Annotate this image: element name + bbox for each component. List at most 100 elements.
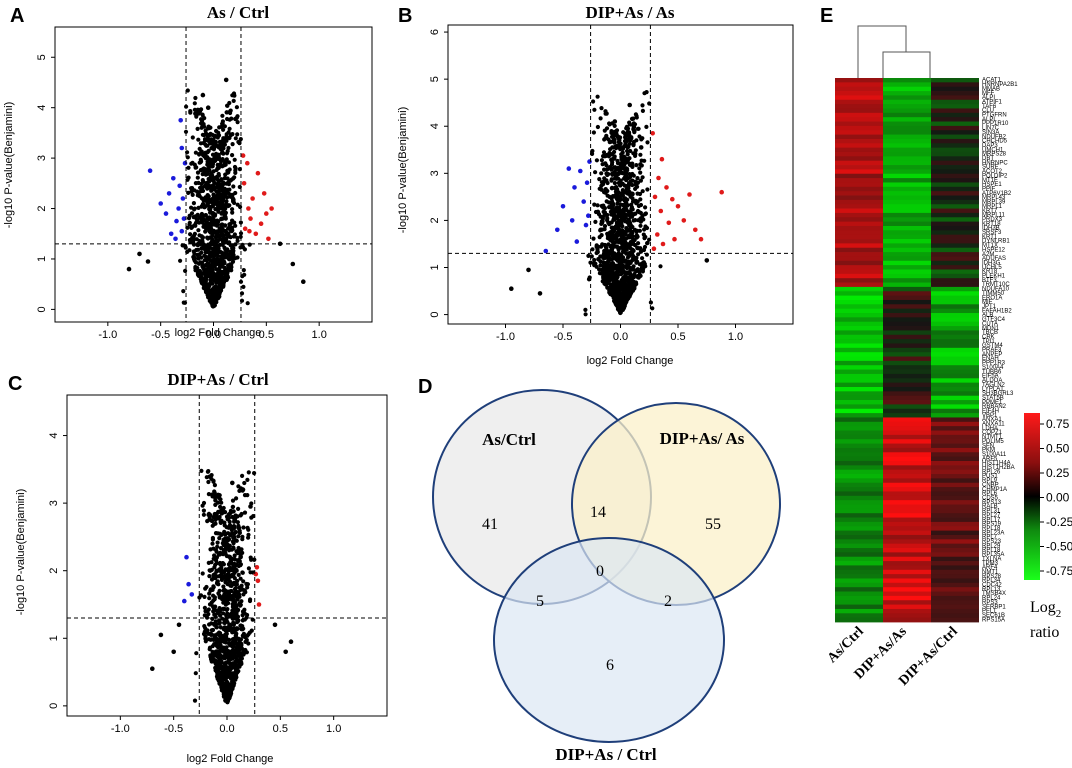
venn-count-bc: 2 (664, 593, 672, 610)
scatter-point-ns (242, 650, 247, 655)
heatmap-cell (883, 334, 931, 340)
heatmap-cell (931, 204, 979, 209)
scatter-point-ns (642, 244, 648, 250)
scatter-point-ns (627, 254, 632, 259)
panel-letter-d: D (418, 376, 432, 398)
scatter-point-ns (235, 255, 240, 260)
scatter-point-ns (638, 178, 644, 183)
scatter-point-ns (234, 627, 239, 632)
scatter-point-ns (227, 126, 232, 131)
scatter-point-ns (240, 570, 245, 575)
scatter-point-ns (213, 622, 219, 627)
scatter-point-ns (217, 536, 222, 541)
scatter-point-ns (599, 171, 604, 176)
scatter-point-ns (605, 279, 610, 284)
x-tick-label: 1.0 (326, 723, 341, 735)
scatter-point-ns (642, 236, 647, 241)
scatter-point-ns (209, 188, 214, 193)
scatter-point-ns (636, 126, 641, 131)
scatter-point-ns (239, 583, 244, 588)
scatter-point-ns (226, 256, 231, 262)
scatter-point-down (166, 191, 172, 196)
heatmap-cell (931, 78, 979, 83)
scatter-point-ns (220, 561, 225, 566)
scatter-point-ns (214, 259, 219, 264)
heatmap-cell (931, 313, 979, 318)
plot-marks-b (448, 25, 793, 324)
scatter-point-ns (233, 670, 238, 675)
heatmap-cell (835, 321, 883, 327)
scatter-point-ns (605, 172, 610, 178)
heatmap-cell (931, 321, 979, 327)
scatter-point-ns (224, 664, 229, 669)
scatter-point-ns (614, 244, 620, 249)
heatmap-cell (835, 482, 883, 488)
scatter-point-ns (200, 172, 205, 177)
scatter-point-ns (219, 595, 224, 600)
scatter-point-ns (631, 248, 636, 253)
scatter-point-ns (216, 219, 221, 224)
scatter-point-ns (635, 275, 640, 280)
scatter-point-ns (205, 168, 210, 173)
heatmap-cell (835, 173, 883, 179)
heatmap-cell (931, 239, 979, 244)
scatter-point-ns (220, 201, 225, 206)
scatter-point-ns (600, 162, 605, 167)
scatter-point-ns (214, 143, 219, 148)
scatter-point-ns (222, 639, 228, 644)
heatmap-gene-label: MT1E (982, 178, 998, 184)
heatmap-cell (883, 247, 931, 253)
heatmap-cell (931, 556, 979, 562)
scatter-point-ns (213, 531, 219, 536)
heatmap-cell (883, 217, 931, 223)
heatmap-cell (931, 530, 979, 536)
heatmap-cell (835, 469, 883, 475)
heatmap-cell (931, 539, 979, 545)
scatter-point-ns (227, 593, 232, 598)
heatmap-gene-label: RPL18 (982, 526, 1001, 532)
scatter-point-ns (638, 170, 643, 175)
heatmap-cell (931, 186, 979, 192)
scatter-point-ns (192, 188, 197, 193)
scatter-point-ns (640, 103, 645, 108)
scatter-point-ns (191, 215, 196, 220)
scatter-point-up (687, 192, 692, 197)
scatter-point-ns (610, 131, 616, 136)
scatter-point-ns (229, 613, 234, 619)
scatter-point-ns (212, 597, 217, 602)
scatter-point-ns (616, 171, 621, 176)
scatter-point-ns (205, 186, 210, 191)
scatter-point-ns (195, 170, 201, 175)
scatter-point-ns (193, 181, 198, 186)
scatter-point-ns (231, 184, 236, 189)
y-tick-label: 1 (429, 264, 441, 270)
scatter-point-ns (207, 516, 212, 521)
heatmap-cell (835, 521, 883, 527)
scatter-point-ns (219, 261, 225, 266)
scatter-point-ns (241, 579, 246, 584)
scatter-point-ns (218, 504, 223, 509)
y-ticks-a: 0 1 2 3 4 5 (36, 54, 55, 312)
scatter-point-ns (614, 257, 619, 262)
scatter-point-ns (214, 272, 219, 277)
scatter-point-ns (202, 605, 207, 611)
dendrogram-branch-inner (882, 51, 931, 78)
heatmap-cell (883, 191, 931, 196)
scatter-point-ns (630, 231, 635, 236)
scatter-point-ns (223, 632, 228, 638)
heatmap-cell (931, 256, 979, 262)
heatmap-cell (835, 478, 883, 484)
scatter-point-ns (181, 289, 186, 294)
heatmap-cell (883, 260, 931, 266)
scatter-point-ns (231, 567, 237, 572)
heatmap-cell (883, 252, 931, 257)
scatter-point-ns (628, 289, 633, 294)
scatter-point-ns (221, 280, 227, 285)
heatmap-cell (835, 295, 883, 301)
heatmap-cell (883, 299, 931, 305)
heatmap-cell (835, 134, 883, 140)
scatter-point-up (240, 153, 246, 158)
scatter-point-ns (207, 647, 212, 652)
scatter-point-ns (202, 205, 207, 210)
scatter-point-down (587, 159, 592, 164)
